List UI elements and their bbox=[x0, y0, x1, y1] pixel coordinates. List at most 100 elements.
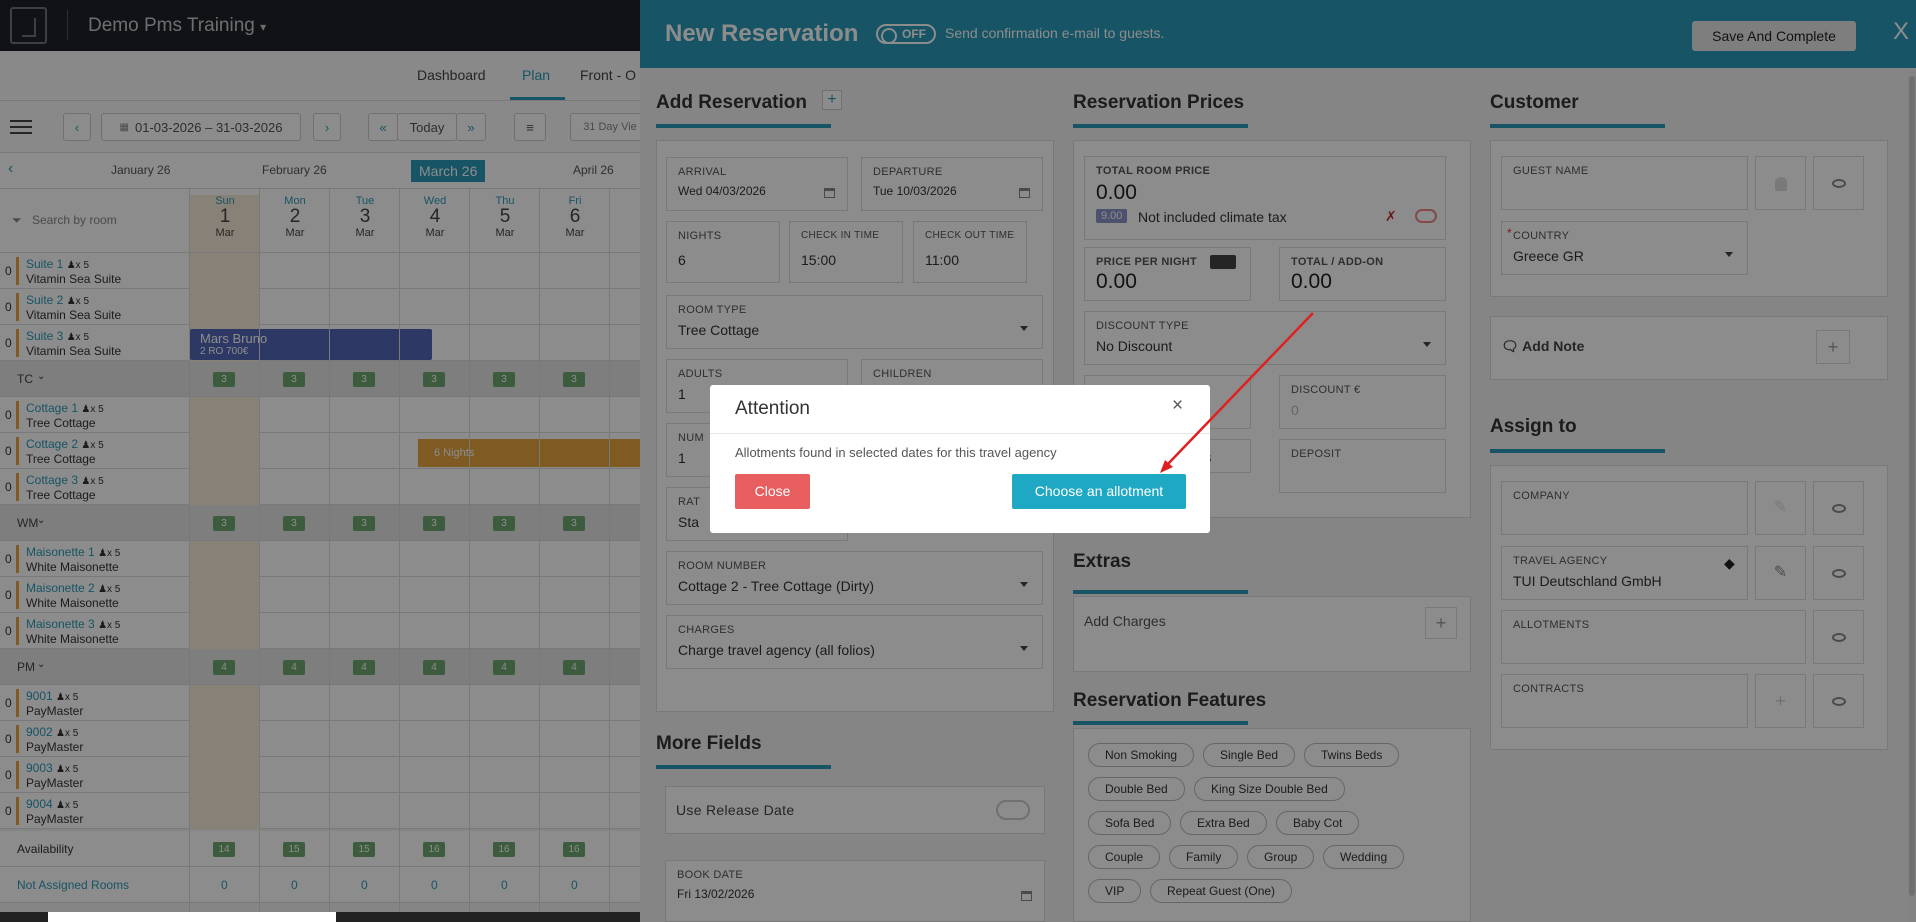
feature-chip[interactable]: Baby Cot bbox=[1276, 811, 1360, 835]
email-toggle[interactable]: OFF bbox=[876, 24, 936, 44]
room-row[interactable]: 0 9004 ♟x 5 PayMaster bbox=[0, 793, 640, 829]
fast-back-button[interactable]: « bbox=[368, 113, 398, 141]
no-tax-icon[interactable]: ✗ bbox=[1385, 208, 1397, 224]
not-assigned-label[interactable]: Not Assigned Rooms bbox=[17, 878, 130, 892]
room-row[interactable]: 0 Cottage 3 ♟x 5 Tree Cottage bbox=[0, 469, 640, 505]
weekend-cell[interactable] bbox=[190, 541, 260, 577]
panel-scrollbar[interactable] bbox=[1908, 70, 1916, 922]
feature-chip[interactable]: Couple bbox=[1088, 845, 1161, 869]
room-row[interactable]: 0 Cottage 1 ♟x 5 Tree Cottage bbox=[0, 397, 640, 433]
room-row[interactable]: 0 Suite 1 ♟x 5 Vitamin Sea Suite bbox=[0, 253, 640, 289]
room-name[interactable]: 9003 ♟x 5 bbox=[26, 761, 78, 775]
modal-close-icon[interactable]: × bbox=[1172, 395, 1184, 416]
room-name[interactable]: Cottage 1 ♟x 5 bbox=[26, 401, 104, 415]
weekend-cell[interactable] bbox=[190, 685, 260, 721]
book-date-field[interactable]: BOOK DATE Fri 13/02/2026 bbox=[665, 860, 1045, 922]
modal-close-button[interactable]: Close bbox=[735, 474, 810, 509]
weekend-cell[interactable] bbox=[190, 793, 260, 829]
contracts-field[interactable]: CONTRACTS bbox=[1501, 674, 1748, 728]
not-assigned-count[interactable]: 0 bbox=[501, 878, 508, 892]
tab-plan[interactable]: Plan bbox=[522, 67, 551, 83]
feature-chip[interactable]: King Size Double Bed bbox=[1194, 777, 1345, 801]
weekend-cell[interactable] bbox=[190, 721, 260, 757]
not-assigned-count[interactable]: 0 bbox=[221, 878, 228, 892]
add-reservation-plus-button[interactable]: + bbox=[822, 90, 842, 110]
app-logo-icon[interactable] bbox=[10, 7, 47, 44]
feature-chip[interactable]: Family bbox=[1169, 845, 1239, 869]
climate-tax-toggle[interactable] bbox=[1415, 209, 1437, 223]
add-note-button[interactable]: + bbox=[1816, 330, 1850, 364]
bottom-scrollbar[interactable] bbox=[0, 912, 640, 922]
feature-chip[interactable]: Twins Beds bbox=[1304, 743, 1400, 767]
contracts-add-button[interactable]: + bbox=[1755, 674, 1806, 728]
weekend-cell[interactable] bbox=[190, 469, 260, 505]
eraser-icon[interactable]: ◆ bbox=[1724, 555, 1735, 571]
arrival-field[interactable]: ARRIVAL Wed 04/03/2026 bbox=[666, 157, 848, 211]
room-name[interactable]: Suite 3 ♟x 5 bbox=[26, 329, 89, 343]
company-edit-button[interactable]: ✎ bbox=[1755, 481, 1806, 535]
booking-bar-pending[interactable]: 6 Nights bbox=[418, 439, 640, 467]
allotments-view-button[interactable] bbox=[1813, 610, 1864, 664]
money-icon[interactable] bbox=[1210, 255, 1236, 269]
travel-agency-field[interactable]: TRAVEL AGENCY TUI Deutschland GmbH ◆ bbox=[1501, 546, 1748, 600]
group-row[interactable]: PM ⌄ 4 4 4 4 4 4 bbox=[0, 649, 640, 685]
room-row[interactable]: 0 9001 ♟x 5 PayMaster bbox=[0, 685, 640, 721]
departure-field[interactable]: DEPARTURE Tue 10/03/2026 bbox=[861, 157, 1043, 211]
agency-view-button[interactable] bbox=[1813, 546, 1864, 600]
month-february[interactable]: February 26 bbox=[262, 163, 327, 177]
checkin-field[interactable]: CHECK IN TIME 15:00 bbox=[789, 221, 903, 283]
view-select[interactable]: 31 Day Vie bbox=[570, 113, 640, 141]
not-assigned-count[interactable]: 0 bbox=[571, 878, 578, 892]
room-name[interactable]: Cottage 3 ♟x 5 bbox=[26, 473, 104, 487]
nights-field[interactable]: NIGHTS 6 bbox=[666, 221, 780, 283]
month-april[interactable]: April 26 bbox=[573, 163, 614, 177]
contracts-view-button[interactable] bbox=[1813, 674, 1864, 728]
menu-icon[interactable] bbox=[10, 120, 32, 134]
room-name[interactable]: Maisonette 3 ♟x 5 bbox=[26, 617, 120, 631]
app-title[interactable]: Demo Pms Training ▾ bbox=[88, 15, 266, 37]
group-row[interactable]: TC ⌄ 3 3 3 3 3 3 bbox=[0, 361, 640, 397]
month-january[interactable]: January 26 bbox=[111, 163, 171, 177]
room-type-select[interactable]: ROOM TYPE Tree Cottage bbox=[666, 295, 1043, 349]
fast-forward-button[interactable]: » bbox=[456, 113, 486, 141]
room-name[interactable]: Maisonette 2 ♟x 5 bbox=[26, 581, 120, 595]
filter-icon[interactable]: ≡ bbox=[514, 113, 546, 141]
company-view-button[interactable] bbox=[1813, 481, 1864, 535]
weekend-cell[interactable] bbox=[190, 577, 260, 613]
feature-chip[interactable]: Wedding bbox=[1323, 845, 1405, 869]
today-button[interactable]: Today bbox=[397, 113, 457, 141]
room-row[interactable]: 0 Maisonette 3 ♟x 5 White Maisonette bbox=[0, 613, 640, 649]
guest-view-button[interactable] bbox=[1813, 156, 1864, 210]
weekend-cell[interactable] bbox=[190, 433, 260, 469]
checkout-field[interactable]: CHECK OUT TIME 11:00 bbox=[913, 221, 1027, 283]
tab-dashboard[interactable]: Dashboard bbox=[417, 67, 486, 83]
country-select[interactable]: COUNTRY * Greece GR bbox=[1501, 221, 1748, 275]
feature-chip[interactable]: Non Smoking bbox=[1088, 743, 1195, 767]
not-assigned-count[interactable]: 0 bbox=[431, 878, 438, 892]
company-field[interactable]: COMPANY bbox=[1501, 481, 1748, 535]
guest-profile-button[interactable] bbox=[1755, 156, 1806, 210]
feature-chip[interactable]: VIP bbox=[1088, 879, 1142, 903]
release-date-toggle[interactable] bbox=[996, 800, 1030, 820]
date-range-field[interactable]: ▦ 01-03-2026 – 31-03-2026 bbox=[101, 113, 301, 141]
guest-name-field[interactable]: GUEST NAME bbox=[1501, 156, 1748, 210]
room-name[interactable]: Suite 1 ♟x 5 bbox=[26, 257, 89, 271]
next-range-button[interactable]: › bbox=[313, 113, 341, 141]
add-charges-button[interactable]: + bbox=[1425, 607, 1457, 639]
prev-month-icon[interactable]: ‹ bbox=[8, 160, 14, 177]
price-per-night-field[interactable]: PRICE PER NIGHT 0.00 bbox=[1084, 247, 1251, 301]
not-assigned-count[interactable]: 0 bbox=[291, 878, 298, 892]
room-name[interactable]: 9001 ♟x 5 bbox=[26, 689, 78, 703]
booking-bar[interactable]: Mars Bruno 2 RO 700€ bbox=[190, 329, 432, 360]
room-name[interactable]: Maisonette 1 ♟x 5 bbox=[26, 545, 120, 559]
feature-chip[interactable]: Sofa Bed bbox=[1088, 811, 1172, 835]
weekend-cell[interactable] bbox=[190, 253, 260, 289]
feature-chip[interactable]: Repeat Guest (One) bbox=[1150, 879, 1293, 903]
feature-chip[interactable]: Single Bed bbox=[1203, 743, 1296, 767]
room-row[interactable]: 0 Maisonette 2 ♟x 5 White Maisonette bbox=[0, 577, 640, 613]
allotments-field[interactable]: ALLOTMENTS bbox=[1501, 610, 1806, 664]
choose-allotment-button[interactable]: Choose an allotment bbox=[1012, 474, 1186, 509]
feature-chip[interactable]: Double Bed bbox=[1088, 777, 1185, 801]
room-row[interactable]: 0 Maisonette 1 ♟x 5 White Maisonette bbox=[0, 541, 640, 577]
room-row[interactable]: 0 9002 ♟x 5 PayMaster bbox=[0, 721, 640, 757]
